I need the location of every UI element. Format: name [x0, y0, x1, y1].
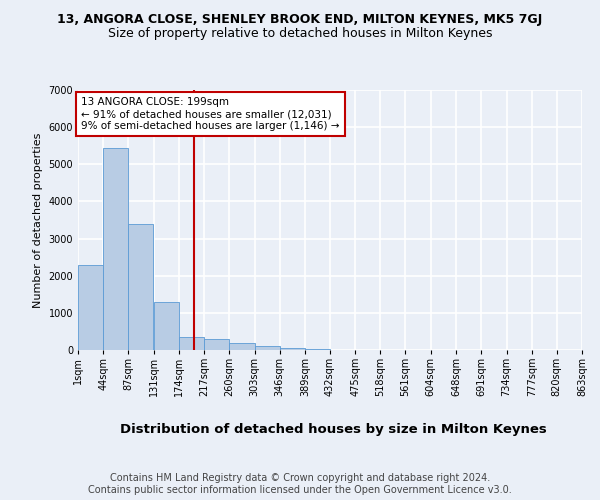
- Bar: [179, 337, 204, 350]
- Y-axis label: Number of detached properties: Number of detached properties: [33, 132, 43, 308]
- Text: Contains HM Land Registry data © Crown copyright and database right 2024.
Contai: Contains HM Land Registry data © Crown c…: [88, 474, 512, 495]
- Text: Size of property relative to detached houses in Milton Keynes: Size of property relative to detached ho…: [108, 28, 492, 40]
- Bar: [103, 148, 128, 350]
- Bar: [128, 224, 154, 350]
- Bar: [154, 302, 179, 350]
- Bar: [204, 339, 229, 350]
- Text: Distribution of detached houses by size in Milton Keynes: Distribution of detached houses by size …: [119, 422, 547, 436]
- Bar: [280, 348, 305, 350]
- Bar: [254, 346, 280, 350]
- Bar: [305, 349, 330, 350]
- Text: 13 ANGORA CLOSE: 199sqm
← 91% of detached houses are smaller (12,031)
9% of semi: 13 ANGORA CLOSE: 199sqm ← 91% of detache…: [81, 98, 340, 130]
- Bar: [229, 342, 254, 350]
- Text: 13, ANGORA CLOSE, SHENLEY BROOK END, MILTON KEYNES, MK5 7GJ: 13, ANGORA CLOSE, SHENLEY BROOK END, MIL…: [58, 12, 542, 26]
- Bar: [78, 264, 103, 350]
